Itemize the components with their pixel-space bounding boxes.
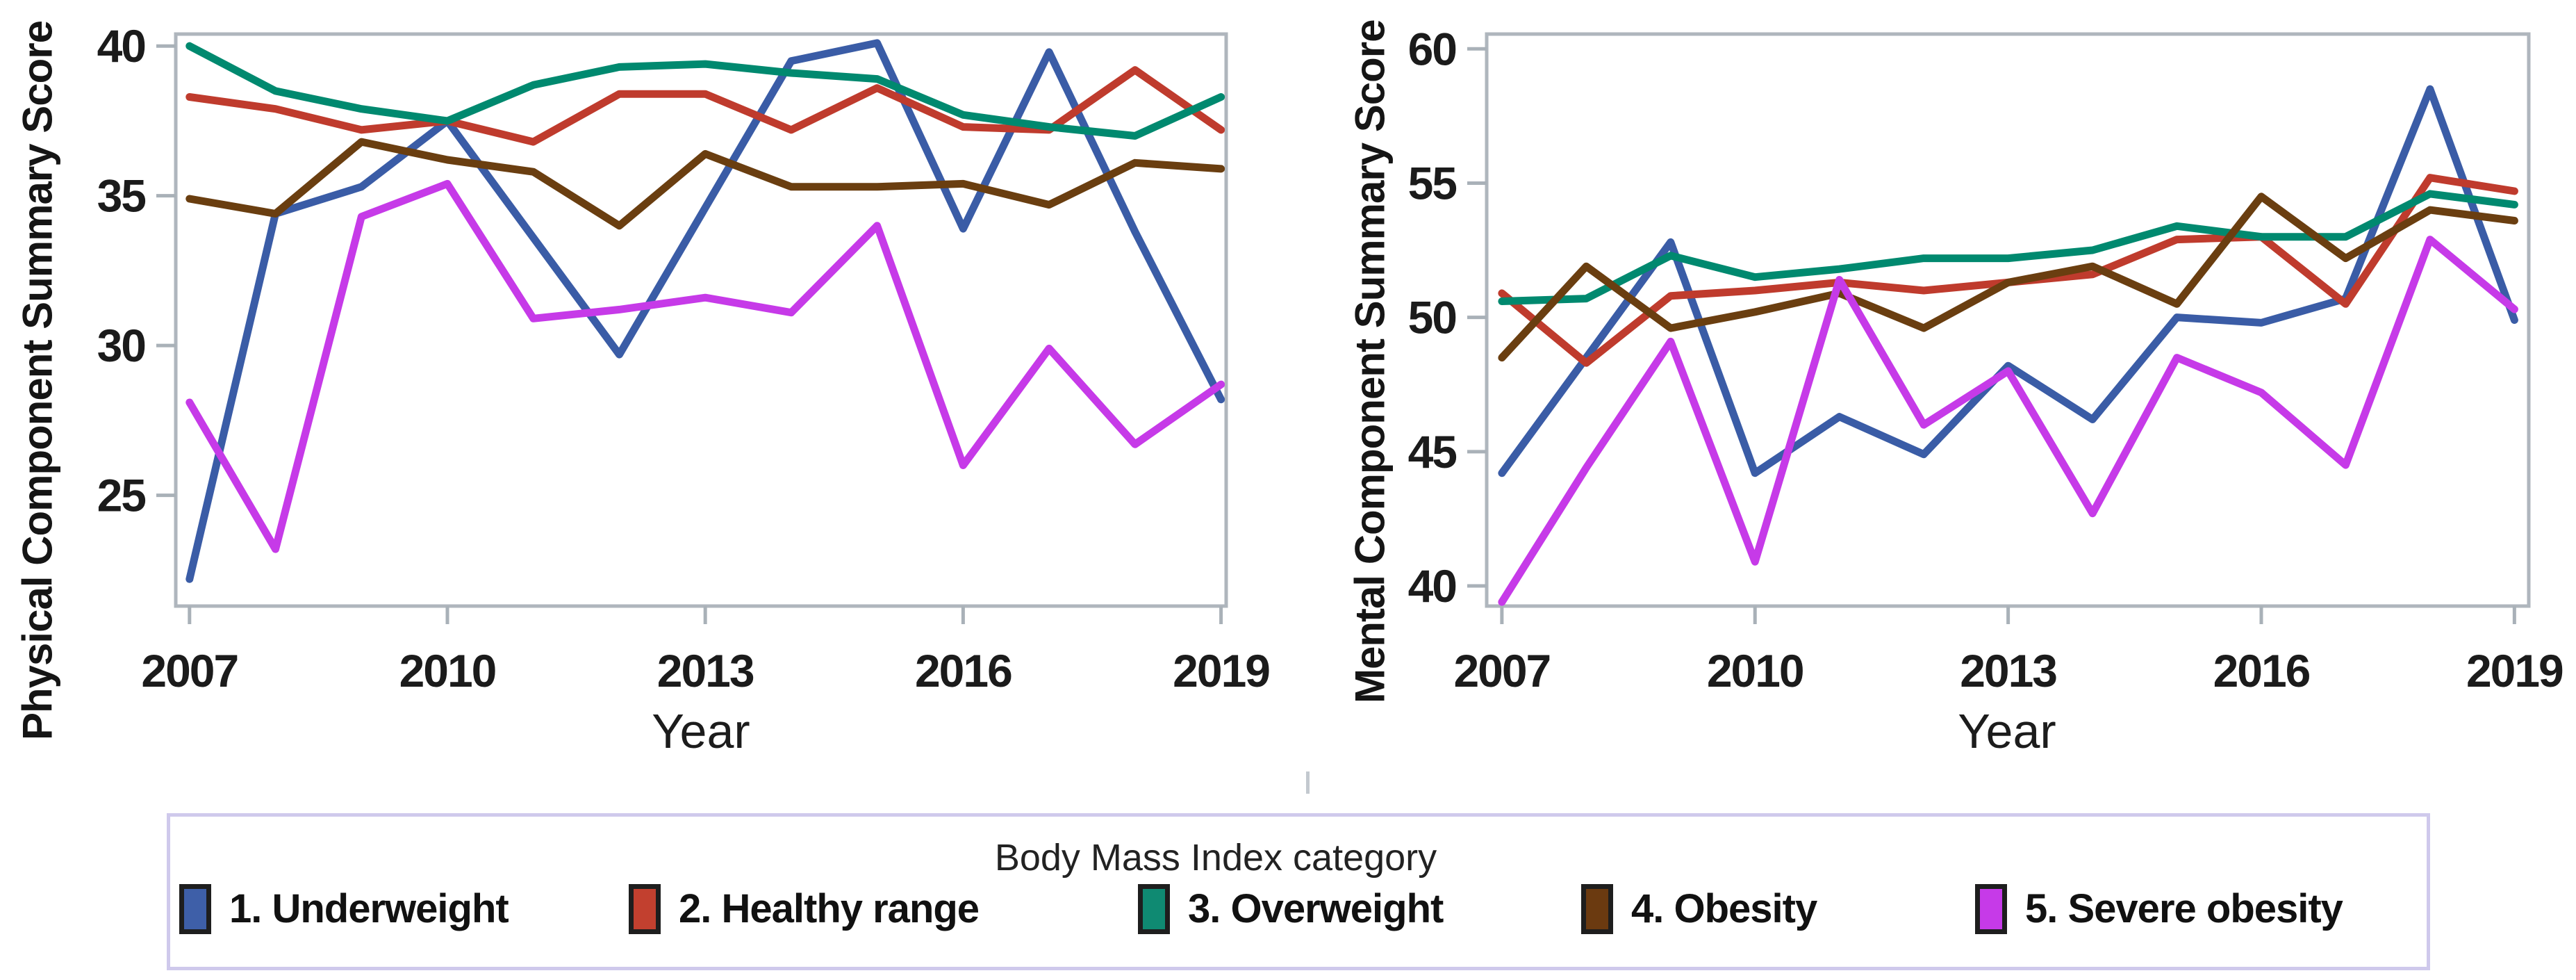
x-axis-title-mental: Year [1958, 704, 2056, 758]
legend-item-severe-obesity: 5. Severe obesity [1975, 881, 2343, 937]
x-tick-label: 2013 [1960, 645, 2056, 696]
y-tick-label: 50 [1408, 292, 1456, 343]
legend-label-severe-obesity: 5. Severe obesity [2025, 886, 2343, 931]
x-tick-label: 2007 [1453, 645, 1550, 696]
series-line-underweight [185, 39, 1225, 583]
x-tick-label: 2010 [399, 645, 496, 696]
y-tick-label: 40 [97, 20, 145, 72]
plots-svg: 25 30 35 40 2007 2010 2013 2016 2019 40 45 50 55 60 20… [97, 20, 2564, 696]
x-tick-label: 2019 [1173, 645, 1269, 696]
x-tick-label: 2016 [2213, 645, 2310, 696]
y-tick-label: 60 [1408, 23, 1456, 74]
plot-frame [174, 32, 1228, 608]
x-tick-label: 2013 [657, 645, 754, 696]
y-tick-label: 55 [1408, 157, 1457, 209]
series-line-overweight [185, 42, 1225, 140]
x-tick-label: 2019 [2466, 645, 2563, 696]
x-tick-label: 2007 [141, 645, 238, 696]
legend-label-overweight: 3. Overweight [1188, 886, 1444, 931]
x-axis-title-physical: Year [652, 704, 750, 758]
legend-title: Body Mass Index category [994, 837, 1437, 879]
legend-swatch-overweight [1138, 884, 1170, 934]
series-line-overweight [1498, 190, 2518, 305]
y-tick-label: 45 [1408, 426, 1457, 477]
legend-item-obesity: 4. Obesity [1581, 881, 1817, 937]
x-tick-label: 2016 [915, 645, 1012, 696]
y-tick-label: 30 [97, 320, 145, 371]
y-tick-label: 35 [97, 170, 146, 222]
series-line-severe-obesity [1498, 236, 2518, 606]
divider-dash [1306, 771, 1310, 794]
legend-label-underweight: 1. Underweight [229, 886, 509, 931]
legend-label-healthy-range: 2. Healthy range [679, 886, 980, 931]
legend-swatch-underweight [179, 884, 211, 934]
y-tick-label: 25 [97, 470, 146, 521]
series-line-obesity [185, 138, 1225, 230]
legend-box [167, 813, 2430, 970]
series-line-obesity [1498, 193, 2518, 362]
y-tick-label: 40 [1408, 560, 1456, 612]
legend-swatch-obesity [1581, 884, 1613, 934]
x-tick-label: 2010 [1707, 645, 1803, 696]
legend-swatch-severe-obesity [1975, 884, 2007, 934]
legend-label-obesity: 4. Obesity [1631, 886, 1817, 931]
legend-item-overweight: 3. Overweight [1138, 881, 1444, 937]
legend-swatch-healthy-range [629, 884, 661, 934]
series-line-severe-obesity [185, 179, 1225, 553]
legend-item-underweight: 1. Underweight [179, 881, 509, 937]
legend-item-healthy-range: 2. Healthy range [629, 881, 980, 937]
